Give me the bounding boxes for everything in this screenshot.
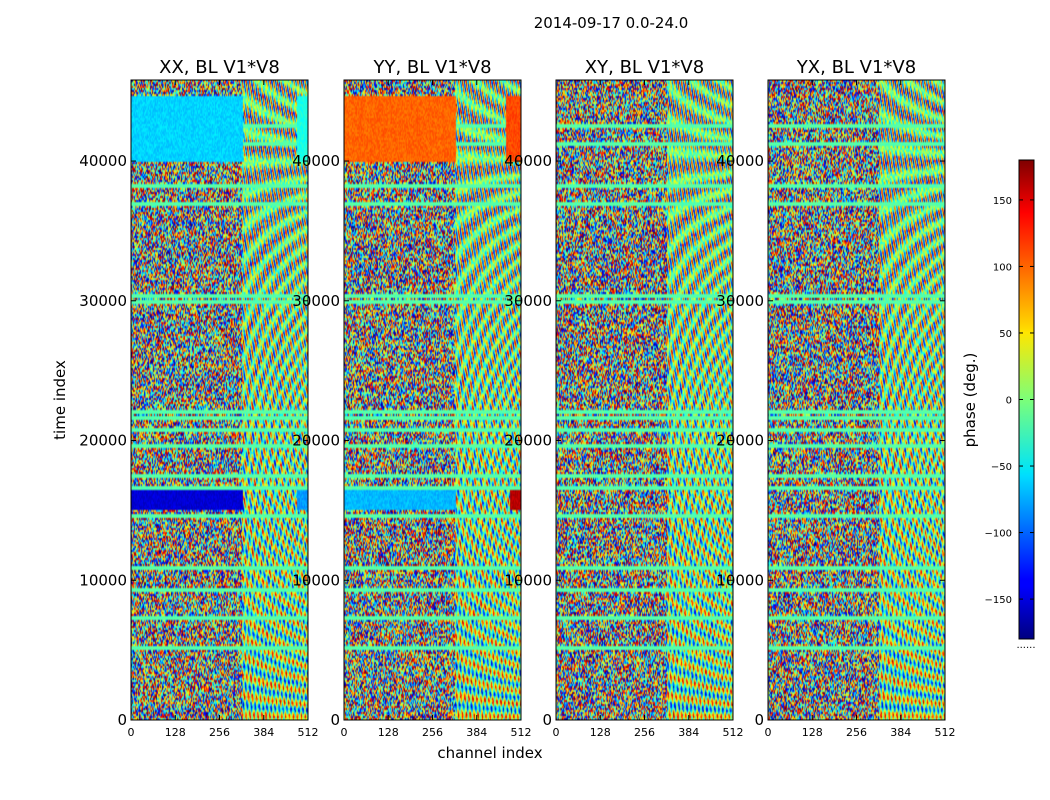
x-tick-label: 256 bbox=[846, 726, 867, 739]
panel-2-heatmap bbox=[556, 80, 733, 720]
colorbar-tick-label: 100 bbox=[993, 262, 1012, 273]
colorbar-tick-label: 0 bbox=[1006, 396, 1012, 407]
y-axis-label: time index bbox=[51, 360, 69, 440]
x-tick-label: 256 bbox=[422, 726, 443, 739]
colorbar: −150 −100 −50 0 50 100 150 phase (deg.) ...... bbox=[961, 159, 1036, 651]
x-tick-label: 384 bbox=[466, 726, 487, 739]
x-tick-label: 128 bbox=[802, 726, 823, 739]
panel-2: XY, BL V1*V8 0 10000 20000 30000 40000 0 128 256… bbox=[504, 57, 743, 739]
colorbar-tick-label: 50 bbox=[999, 329, 1012, 340]
x-tick-label: 128 bbox=[165, 726, 186, 739]
x-tick-label: 0 bbox=[765, 726, 772, 739]
figure-suptitle: 2014-09-17 0.0-24.0 bbox=[534, 14, 689, 32]
colorbar-ticks: −150 −100 −50 0 50 100 150 bbox=[985, 196, 1034, 606]
colorbar-label: phase (deg.) bbox=[961, 353, 979, 448]
colorbar-extra-dots: ...... bbox=[1016, 640, 1035, 651]
panel-1-title: YY, BL V1*V8 bbox=[372, 57, 491, 78]
x-axis-label: channel index bbox=[437, 744, 542, 762]
x-tick-label: 256 bbox=[209, 726, 230, 739]
y-tick-label: 10000 bbox=[504, 571, 552, 589]
colorbar-tick-label: 150 bbox=[993, 196, 1012, 207]
y-tick-label: 20000 bbox=[79, 432, 127, 450]
y-tick-label: 20000 bbox=[504, 432, 552, 450]
panel-0-heatmap bbox=[131, 80, 308, 720]
y-tick-label: 40000 bbox=[716, 152, 764, 170]
y-tick-label: 0 bbox=[754, 711, 764, 729]
x-tick-label: 0 bbox=[553, 726, 560, 739]
y-tick-label: 40000 bbox=[79, 152, 127, 170]
y-tick-label: 40000 bbox=[292, 152, 340, 170]
y-tick-label: 0 bbox=[542, 711, 552, 729]
y-tick-label: 0 bbox=[330, 711, 340, 729]
y-tick-label: 40000 bbox=[504, 152, 552, 170]
panel-3: YX, BL V1*V8 0 10000 20000 30000 40000 0 128 256… bbox=[716, 57, 955, 739]
x-tick-label: 384 bbox=[890, 726, 911, 739]
y-tick-label: 10000 bbox=[292, 571, 340, 589]
panel-0: XX, BL V1*V8 0 10000 20000 30000 40000 0 128 256… bbox=[79, 57, 318, 739]
x-tick-label: 384 bbox=[253, 726, 274, 739]
x-tick-label: 0 bbox=[128, 726, 135, 739]
y-tick-label: 10000 bbox=[79, 571, 127, 589]
y-tick-label: 30000 bbox=[292, 292, 340, 310]
colorbar-tick-label: −150 bbox=[985, 595, 1012, 606]
x-tick-label: 512 bbox=[511, 726, 532, 739]
colorbar-tick-label: −50 bbox=[991, 462, 1012, 473]
x-tick-label: 512 bbox=[723, 726, 744, 739]
panel-2-title: XY, BL V1*V8 bbox=[585, 57, 704, 78]
panel-3-title: YX, BL V1*V8 bbox=[796, 57, 916, 78]
y-tick-label: 30000 bbox=[79, 292, 127, 310]
y-tick-label: 0 bbox=[117, 711, 127, 729]
panel-3-heatmap bbox=[768, 80, 945, 720]
y-tick-label: 10000 bbox=[716, 571, 764, 589]
y-tick-label: 30000 bbox=[716, 292, 764, 310]
x-tick-label: 384 bbox=[678, 726, 699, 739]
colorbar-tick-label: −100 bbox=[985, 529, 1012, 540]
y-tick-label: 20000 bbox=[716, 432, 764, 450]
x-tick-label: 0 bbox=[341, 726, 348, 739]
y-tick-label: 20000 bbox=[292, 432, 340, 450]
x-tick-label: 512 bbox=[298, 726, 319, 739]
panel-0-title: XX, BL V1*V8 bbox=[159, 57, 280, 78]
panel-1-heatmap bbox=[344, 80, 521, 720]
x-tick-label: 512 bbox=[935, 726, 956, 739]
panel-1: YY, BL V1*V8 0 10000 20000 30000 40000 0 128 256… bbox=[292, 57, 531, 739]
x-tick-label: 128 bbox=[590, 726, 611, 739]
x-tick-label: 256 bbox=[634, 726, 655, 739]
x-tick-label: 128 bbox=[378, 726, 399, 739]
panels: XX, BL V1*V8 0 10000 20000 30000 40000 0 128 256… bbox=[79, 57, 955, 739]
y-tick-label: 30000 bbox=[504, 292, 552, 310]
